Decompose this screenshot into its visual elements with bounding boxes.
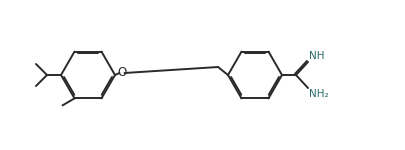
Text: NH₂: NH₂ (308, 89, 328, 99)
Text: NH: NH (308, 51, 324, 61)
Text: O: O (117, 66, 126, 80)
